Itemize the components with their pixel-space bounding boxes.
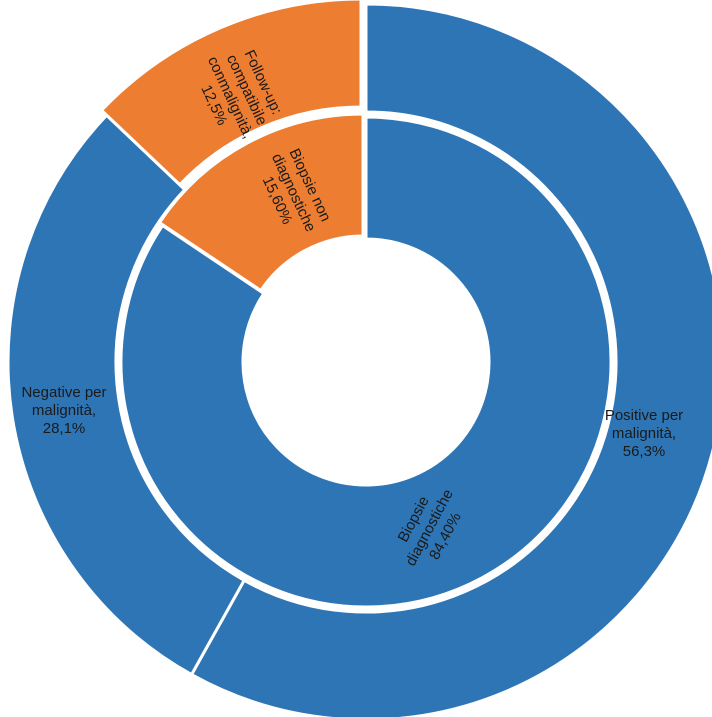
- outer-label-positive-per-malignita: Positive per malignità, 56,3%: [605, 407, 683, 460]
- outer-slice-positive-per-malignita: [189, 2, 712, 717]
- outer-slice-negative-per-malignita: [6, 113, 247, 677]
- inner-slice-biopsie-non-diagnostiche: [157, 112, 365, 293]
- outer-slice-follow-up-compatibile-conmalignita: [99, 0, 363, 187]
- inner-slice-biopsie-diagnostiche: [119, 115, 613, 609]
- outer-label-negative-per-malignita: Negative per malignità, 28,1%: [21, 384, 106, 437]
